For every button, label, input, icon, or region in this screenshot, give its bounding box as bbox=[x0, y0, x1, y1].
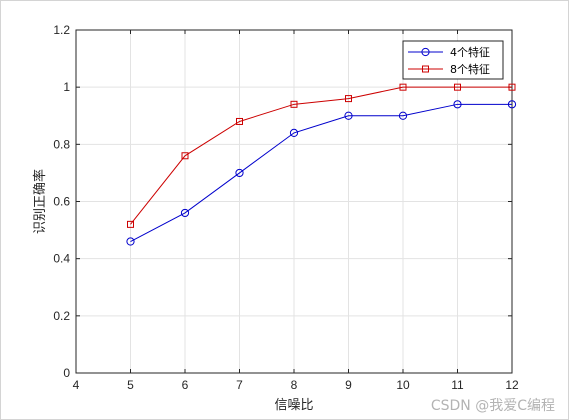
data-point bbox=[126, 237, 135, 246]
x-tick-label: 9 bbox=[345, 378, 352, 392]
x-tick-label: 12 bbox=[505, 378, 519, 392]
data-point bbox=[507, 100, 517, 109]
data-point bbox=[398, 111, 408, 120]
data-point bbox=[508, 83, 516, 91]
legend-box bbox=[402, 40, 504, 80]
data-point bbox=[345, 95, 352, 103]
series-line bbox=[130, 86, 512, 225]
legend-item-1: 4个特征 bbox=[408, 45, 490, 59]
series-2 bbox=[127, 83, 516, 228]
legend-marker bbox=[421, 47, 430, 57]
data-point bbox=[236, 117, 243, 125]
legend-item-2: 8个特征 bbox=[408, 62, 490, 76]
y-tick-label: 1.2 bbox=[53, 23, 70, 37]
legend-label: 4个特征 bbox=[450, 45, 490, 59]
x-tick-label: 6 bbox=[182, 378, 189, 392]
watermark: CSDN @我爱C编程 bbox=[430, 398, 555, 414]
data-point bbox=[399, 83, 407, 91]
data-point bbox=[289, 128, 299, 137]
y-tick-label: 0 bbox=[63, 366, 70, 380]
legend-marker bbox=[422, 65, 429, 73]
data-point bbox=[290, 100, 298, 108]
x-tick-label: 7 bbox=[236, 378, 243, 392]
data-point bbox=[180, 208, 190, 218]
data-point bbox=[453, 100, 462, 109]
data-point bbox=[181, 152, 189, 160]
data-point bbox=[344, 111, 353, 120]
x-tick-label: 4 bbox=[73, 378, 80, 392]
y-tick-label: 0.6 bbox=[53, 195, 70, 209]
y-tick-label: 0.2 bbox=[53, 309, 70, 323]
legend: 4个特征 8个特征 bbox=[402, 40, 504, 80]
y-tick-label: 0.8 bbox=[53, 137, 70, 151]
y-tick-label: 0.4 bbox=[53, 252, 70, 266]
tick-labels: 4 5 6 7 8 9 10 11 12 0 0.2 0.4 0.6 0.8 1 1.2 bbox=[53, 23, 519, 392]
series-layer bbox=[126, 83, 517, 246]
y-axis-label: 识别正确率 bbox=[32, 169, 48, 234]
x-tick-label: 8 bbox=[291, 378, 298, 392]
data-point bbox=[127, 220, 134, 228]
legend-label: 8个特征 bbox=[450, 62, 490, 76]
data-point bbox=[235, 168, 244, 178]
x-tick-label: 10 bbox=[396, 378, 410, 392]
axis-ticks bbox=[75, 29, 513, 374]
series-line bbox=[130, 103, 512, 242]
data-point bbox=[454, 83, 461, 91]
x-tick-label: 11 bbox=[451, 378, 464, 392]
y-tick-label: 1 bbox=[63, 80, 70, 94]
series-1 bbox=[126, 100, 517, 246]
x-tick-label: 5 bbox=[127, 378, 134, 392]
x-axis-label: 信噪比 bbox=[274, 398, 313, 413]
